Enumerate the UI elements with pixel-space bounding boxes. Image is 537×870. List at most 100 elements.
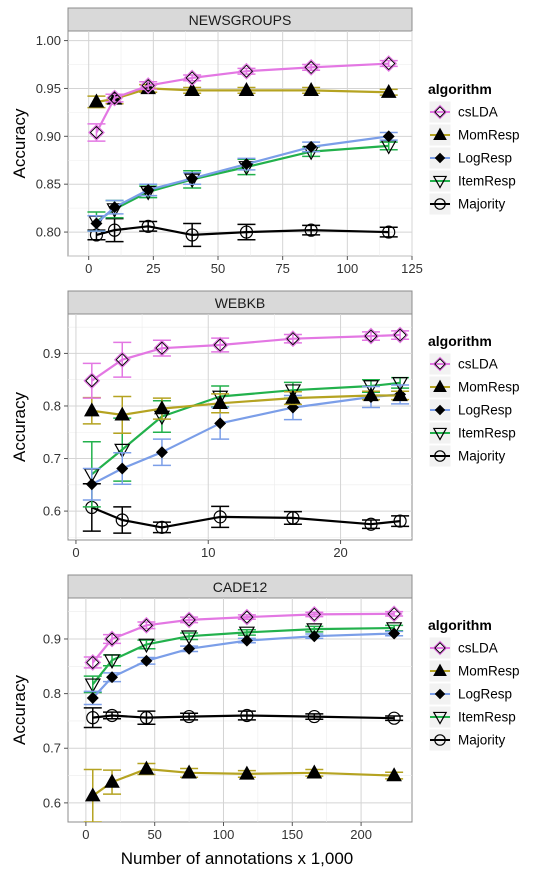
legend: algorithm csLDA MomResp LogResp ItemResp Majo… [428, 333, 520, 468]
data-point [302, 58, 320, 76]
x-tick-label: 25 [146, 261, 160, 276]
data-point [181, 764, 197, 779]
legend-key [434, 688, 446, 700]
data-point [116, 462, 129, 475]
panel-webkb: WEBKB 0.6 0.7 0.8 0.9 0 10 20 Accuracy [10, 290, 413, 560]
data-point [238, 62, 255, 80]
legend-entry-momresp: MomResp [428, 375, 520, 399]
legend-key [434, 734, 446, 746]
x-tick-label: 125 [401, 261, 423, 276]
legend-key [432, 711, 448, 725]
legend-entry-logresp: LogResp [428, 146, 512, 170]
data-point [88, 93, 105, 108]
data-point [380, 83, 397, 98]
legend-entry-logresp: LogResp [428, 398, 512, 422]
data-point [285, 389, 301, 404]
y-tick-label: 0.6 [43, 504, 61, 519]
legend-title: algorithm [428, 617, 492, 633]
data-point [138, 638, 155, 654]
data-point [84, 787, 101, 802]
legend-label: LogResp [458, 687, 512, 702]
legend-label: ItemResp [458, 710, 516, 725]
panel-cade12: CADE12 0.6 0.7 0.8 0.9 0 50 100 150 200 Accuracy [10, 574, 413, 842]
data-point [240, 708, 254, 723]
x-tick-label: 150 [281, 827, 303, 842]
x-tick-label: 100 [213, 827, 235, 842]
error-bar [82, 362, 101, 399]
data-point [306, 623, 323, 638]
series-cslda [83, 605, 404, 671]
data-point [386, 767, 402, 782]
data-point [153, 339, 171, 357]
legend-label: LogResp [458, 403, 512, 418]
y-tick-label: 0.7 [43, 741, 61, 756]
data-point [155, 446, 168, 459]
legend-label: MomResp [458, 664, 520, 679]
data-point [142, 183, 155, 196]
legend-entry-itemresp: ItemResp [428, 705, 516, 729]
legend-key [433, 663, 447, 676]
gridlines [68, 314, 412, 540]
data-point [106, 89, 123, 107]
legend-label: MomResp [458, 380, 520, 395]
legend-title: algorithm [428, 81, 492, 97]
data-point [385, 622, 403, 637]
data-point [90, 217, 103, 230]
data-point [286, 511, 300, 525]
legend-key [433, 379, 447, 392]
series-logresp [87, 130, 398, 232]
legend-label: MomResp [458, 128, 520, 143]
legend: algorithm csLDA MomResp LogResp ItemResp Majo… [428, 617, 520, 752]
series-line [91, 626, 395, 685]
data-point [107, 223, 122, 237]
legend-entry-cslda: csLDA [428, 352, 498, 376]
legend-entry-momresp: MomResp [428, 123, 520, 147]
data-point [391, 377, 409, 392]
data-point [84, 654, 102, 671]
data-point [363, 387, 379, 402]
data-point [214, 417, 227, 430]
data-point [240, 634, 253, 647]
series-itemresp [83, 622, 404, 694]
legend-key [434, 152, 446, 164]
series-line [95, 62, 389, 134]
error-bar [379, 59, 398, 68]
data-point [86, 711, 100, 725]
legend-entry-majority: Majority [428, 192, 506, 216]
y-tick-label: 1.00 [36, 33, 61, 48]
data-point [141, 219, 155, 233]
y-axis-label: Accuracy [10, 675, 29, 745]
data-point [239, 225, 254, 239]
data-point [185, 228, 199, 242]
legend-label: Majority [458, 197, 506, 212]
x-tick-label: 0 [82, 827, 89, 842]
data-point [212, 395, 228, 409]
legend-label: Majority [458, 733, 506, 748]
y-tick-label: 0.9 [43, 631, 61, 646]
x-tick-label: 75 [275, 261, 289, 276]
data-point [88, 124, 105, 141]
data-point [388, 627, 401, 640]
data-point [284, 330, 302, 348]
legend-key [432, 640, 448, 656]
data-point [364, 517, 378, 531]
legend-entry-cslda: csLDA [428, 636, 498, 660]
series-line [92, 714, 395, 720]
data-point [305, 605, 323, 623]
legend-entry-majority: Majority [428, 444, 506, 468]
y-tick-label: 0.8 [43, 398, 61, 413]
data-point [139, 711, 154, 725]
data-point [155, 520, 169, 534]
legend-label: Majority [458, 449, 506, 464]
data-point [307, 709, 321, 724]
y-tick-label: 0.6 [43, 795, 61, 810]
legend-key [433, 127, 447, 140]
data-point [115, 513, 129, 527]
data-point [183, 69, 201, 87]
data-point [240, 158, 253, 171]
data-point [306, 764, 323, 779]
legend-label: ItemResp [458, 174, 516, 189]
data-point [385, 605, 403, 623]
series-cslda [87, 55, 398, 142]
legend-label: csLDA [458, 641, 498, 656]
